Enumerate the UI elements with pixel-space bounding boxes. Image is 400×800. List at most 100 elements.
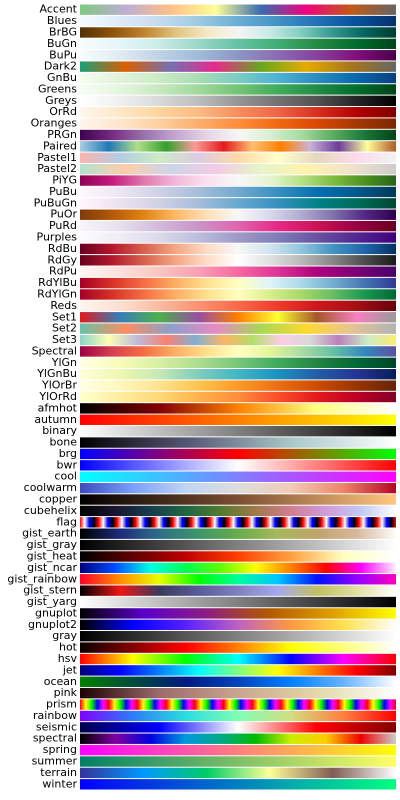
colormap-bar bbox=[80, 505, 396, 517]
colormap-name: gnuplot bbox=[35, 606, 78, 619]
colormap-bar bbox=[80, 266, 396, 277]
colormap-name: rainbow bbox=[33, 709, 77, 722]
colormap-bar bbox=[80, 277, 396, 289]
colormap-name: Oranges bbox=[31, 117, 78, 130]
colormap-bar bbox=[80, 551, 396, 562]
colormap-bar bbox=[80, 369, 396, 380]
colormap-bar bbox=[80, 779, 396, 790]
colormap-bar bbox=[80, 346, 396, 357]
colormap-bar bbox=[80, 50, 396, 61]
colormap-name: gist_ncar bbox=[27, 561, 77, 574]
colormap-bar bbox=[80, 722, 396, 733]
colormap-bar bbox=[80, 631, 396, 642]
colormap-name: Spectral bbox=[32, 344, 77, 357]
colormap-bar bbox=[80, 414, 396, 425]
colormap-name: RdGy bbox=[47, 253, 77, 266]
colormap-bar bbox=[80, 107, 396, 118]
colormap-bar bbox=[80, 163, 396, 175]
colormap-name: cubehelix bbox=[24, 504, 78, 517]
colormap-bar bbox=[80, 255, 396, 266]
colormap-bar bbox=[80, 585, 396, 596]
colormap-name: autumn bbox=[34, 413, 77, 426]
colormap-name: Pastel1 bbox=[37, 151, 77, 164]
colormap-bar bbox=[80, 744, 396, 756]
colormap-name: Blues bbox=[47, 14, 77, 27]
colormap-name: jet bbox=[62, 663, 78, 676]
colormap-name: spectral bbox=[33, 732, 77, 745]
colormap-name: spring bbox=[43, 743, 77, 756]
colormap-bar bbox=[80, 118, 396, 129]
colormap-bar bbox=[80, 733, 396, 744]
colormap-bar bbox=[80, 232, 396, 243]
colormap-bar bbox=[80, 357, 396, 369]
colormap-bar bbox=[80, 710, 396, 722]
colormap-bar bbox=[80, 243, 396, 255]
colormap-bar bbox=[80, 574, 396, 585]
colormap-bar bbox=[80, 129, 396, 141]
colormap-bar bbox=[80, 72, 396, 84]
colormap-bar bbox=[80, 482, 396, 494]
colormap-name: Set3 bbox=[52, 333, 77, 346]
colormap-bar bbox=[80, 15, 396, 27]
colormap-name: Set2 bbox=[52, 322, 77, 335]
colormap-name: PuBuGn bbox=[34, 196, 77, 209]
colormap-bar bbox=[80, 175, 396, 186]
colormap-bar bbox=[80, 391, 396, 403]
colormap-name: gist_yarg bbox=[27, 595, 77, 608]
colormap-name: summer bbox=[32, 755, 78, 768]
colormap-name: Purples bbox=[37, 231, 78, 244]
colormap-bar bbox=[80, 300, 396, 312]
colormap-bar bbox=[80, 471, 396, 482]
colormap-bar bbox=[80, 756, 396, 767]
colormap-name: bone bbox=[50, 436, 78, 449]
colormap-name: OrRd bbox=[49, 105, 77, 118]
colormap-name: PiYG bbox=[52, 174, 77, 187]
colormap-bar bbox=[80, 608, 396, 619]
colormap-name: bwr bbox=[56, 458, 77, 471]
colormap-bar bbox=[80, 312, 396, 323]
colormap-bar bbox=[80, 619, 396, 631]
colormap-bar bbox=[80, 84, 396, 95]
colormap-name: terrain bbox=[40, 766, 77, 779]
colormap-bar bbox=[80, 676, 396, 687]
colormap-name: YlOrRd bbox=[38, 390, 77, 403]
colormap-name: Paired bbox=[43, 139, 77, 152]
colormap-name: RdYlGn bbox=[37, 287, 77, 300]
colormap-name: PuBu bbox=[49, 185, 77, 198]
colormap-bar bbox=[80, 767, 396, 779]
colormap-name: gist_rainbow bbox=[7, 572, 77, 585]
colormap-name: gist_heat bbox=[27, 549, 78, 562]
colormap-name: YlGnBu bbox=[36, 367, 77, 380]
colormap-bar bbox=[80, 562, 396, 574]
colormap-bar bbox=[80, 323, 396, 334]
colormap-name: binary bbox=[42, 424, 77, 437]
colormap-bar bbox=[80, 141, 396, 152]
colormap-name: copper bbox=[39, 493, 78, 506]
colormap-name: gnuplot2 bbox=[28, 618, 77, 631]
colormap-name: RdPu bbox=[49, 265, 77, 278]
colormap-bar bbox=[80, 403, 396, 414]
colormap-bar bbox=[80, 699, 396, 710]
colormap-name: seismic bbox=[36, 720, 77, 733]
colormap-name: Accent bbox=[40, 3, 78, 16]
colormap-bar bbox=[80, 186, 396, 198]
colormap-name: gray bbox=[52, 629, 77, 642]
colormap-bar bbox=[80, 198, 396, 209]
colormap-name: hsv bbox=[58, 652, 78, 665]
colormap-name: Dark2 bbox=[44, 60, 77, 73]
colormap-bar bbox=[80, 152, 396, 163]
colormap-name: flag bbox=[56, 515, 77, 528]
colormap-name: Greys bbox=[45, 94, 77, 107]
colormap-bar bbox=[80, 38, 396, 50]
colormap-bar bbox=[80, 209, 396, 220]
colormap-name: RdBu bbox=[48, 242, 77, 255]
colormap-bar bbox=[80, 289, 396, 300]
colormap-name: Set1 bbox=[52, 310, 77, 323]
colormap-name: PuOr bbox=[50, 208, 77, 221]
colormap-name: GnBu bbox=[47, 71, 77, 84]
colormap-name: Reds bbox=[50, 299, 77, 312]
colormap-bar bbox=[80, 596, 396, 608]
colormap-name: Pastel2 bbox=[37, 162, 77, 175]
